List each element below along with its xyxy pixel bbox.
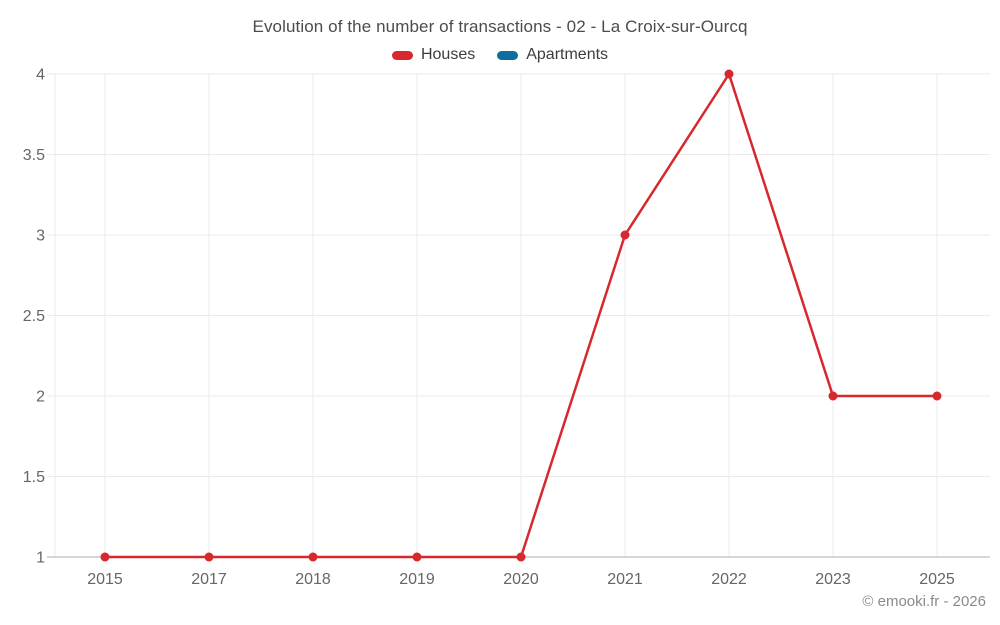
x-tick-label-2017: 2017 [191,571,227,588]
legend-item-houses[interactable]: Houses [391,46,476,64]
houses-legend-label: Houses [420,46,476,63]
houses-point-2021 [620,230,630,240]
houses-point-2015 [100,552,110,562]
x-tick-label-2021: 2021 [607,571,643,588]
y-tick-label-3: 3 [36,228,45,245]
x-tick-label-2025: 2025 [919,571,955,588]
houses-point-2025 [932,391,942,401]
y-tick-label-2: 2 [36,389,45,406]
y-tick-label-1: 1 [36,550,45,567]
apartments-legend-label: Apartments [526,46,609,63]
x-tick-label-2023: 2023 [815,571,851,588]
chart-title: Evolution of the number of transactions … [252,17,748,36]
houses-point-2023 [828,391,838,401]
x-tick-label-2015: 2015 [87,571,123,588]
legend-item-apartments[interactable]: Apartments [497,46,608,64]
apartments-legend-swatch-icon [497,50,519,60]
houses-point-2017 [204,552,214,562]
houses-point-2018 [308,552,318,562]
copyright-text: © emooki.fr - 2026 [862,593,986,610]
y-tick-label-2.5: 2.5 [23,308,45,325]
y-tick-label-1.5: 1.5 [23,469,45,486]
x-tick-label-2020: 2020 [503,571,539,588]
x-tick-label-2019: 2019 [399,571,435,588]
y-tick-label-3.5: 3.5 [23,147,45,164]
x-tick-label-2018: 2018 [295,571,331,588]
houses-point-2022 [724,69,734,79]
houses-point-2020 [516,552,526,562]
houses-legend-swatch-icon [391,50,413,60]
x-tick-label-2022: 2022 [711,571,747,588]
y-tick-label-4: 4 [36,67,45,84]
legend: Houses Apartments [0,44,1000,66]
houses-point-2019 [412,552,422,562]
